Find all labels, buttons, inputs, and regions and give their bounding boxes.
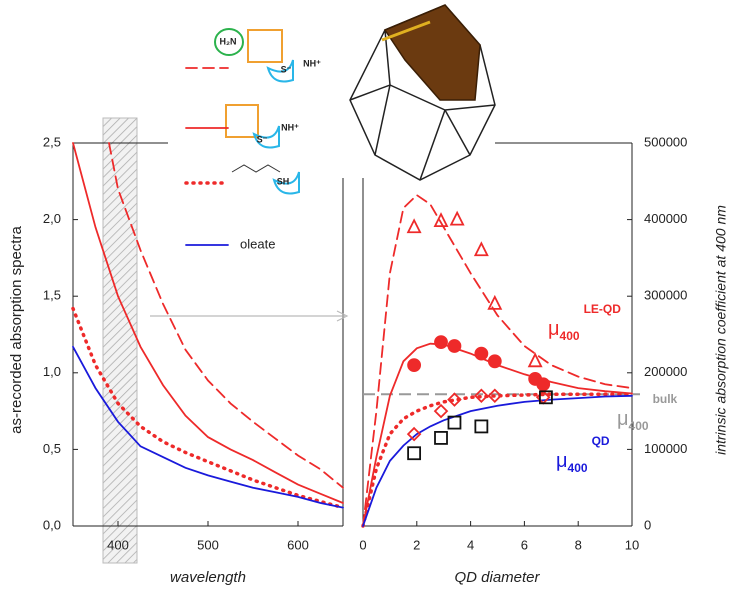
x-axis-title: wavelength xyxy=(170,569,246,586)
molecule-label: NH⁺ xyxy=(281,122,299,132)
marker xyxy=(435,336,447,348)
series-line xyxy=(363,394,632,526)
x-tick-label: 0 xyxy=(359,537,366,552)
arrow xyxy=(150,311,347,321)
x-tick-label: 6 xyxy=(521,537,528,552)
y-tick-label: 0,0 xyxy=(43,517,61,532)
y-tick-label: 200000 xyxy=(644,364,687,379)
y-tick-label: 500000 xyxy=(644,134,687,149)
annotation-sub: 400 xyxy=(568,461,588,475)
molecule-label: H₂N xyxy=(220,36,237,46)
legend-icons xyxy=(215,29,299,194)
y-tick-label: 400000 xyxy=(644,211,687,226)
molecule-label: S⁻ xyxy=(281,64,292,74)
y-tick-label: 0 xyxy=(644,517,651,532)
y-tick-label: 2,0 xyxy=(43,211,61,226)
marker xyxy=(489,297,501,309)
legend-label: oleate xyxy=(240,236,275,251)
y-tick-label: 300000 xyxy=(644,288,687,303)
annotation-sub: 400 xyxy=(560,329,580,343)
highlight-band xyxy=(103,118,137,563)
y-tick-label: 100000 xyxy=(644,441,687,456)
molecule-label: S⁻ xyxy=(257,134,268,144)
x-tick-label: 600 xyxy=(287,537,309,552)
marker xyxy=(448,340,460,352)
x-tick-label: 500 xyxy=(197,537,219,552)
y-axis-title: intrinsic absorption coefficient at 400 … xyxy=(713,205,729,455)
annotation-sub: 400 xyxy=(629,419,649,433)
marker xyxy=(537,378,549,390)
x-tick-label: 10 xyxy=(625,537,639,552)
y-tick-label: 1,5 xyxy=(43,288,61,303)
annotation-sup: LE-QD xyxy=(584,302,622,316)
annotation-symbol: μ xyxy=(556,450,568,472)
marker xyxy=(489,355,501,367)
marker xyxy=(475,348,487,360)
annotation-symbol: μ xyxy=(548,318,560,340)
marker xyxy=(451,213,463,225)
annotation-sup: bulk xyxy=(653,392,678,406)
y-tick-label: 1,0 xyxy=(43,364,61,379)
x-tick-label: 8 xyxy=(575,537,582,552)
x-tick-label: 2 xyxy=(413,537,420,552)
figure: as-recorded absorption spectra wavelengt… xyxy=(0,0,740,589)
marker xyxy=(435,405,447,417)
marker xyxy=(475,420,487,432)
nanocrystal xyxy=(350,5,495,180)
series-line xyxy=(363,396,632,526)
x-tick-label: 4 xyxy=(467,537,474,552)
x-tick-label: 400 xyxy=(107,537,129,552)
y-axis-title: as-recorded absorption spectra xyxy=(8,226,25,434)
annotation: μ400 QD xyxy=(556,434,610,475)
marker xyxy=(475,243,487,255)
annotation-symbol: μ xyxy=(617,408,629,430)
annotation-sup: QD xyxy=(592,434,610,448)
annotation: μ400 LE-QD xyxy=(548,302,621,343)
y-tick-label: 2,5 xyxy=(43,134,61,149)
y-tick-label: 0,5 xyxy=(43,441,61,456)
series-line xyxy=(109,143,343,488)
annotation: μ400 bulk xyxy=(617,392,678,433)
x-axis-title: QD diameter xyxy=(454,569,540,586)
molecule-label: SH xyxy=(277,176,290,186)
marker xyxy=(408,220,420,232)
marker xyxy=(408,359,420,371)
marker xyxy=(435,432,447,444)
molecule-label: NH⁺ xyxy=(303,58,321,68)
marker xyxy=(408,447,420,459)
